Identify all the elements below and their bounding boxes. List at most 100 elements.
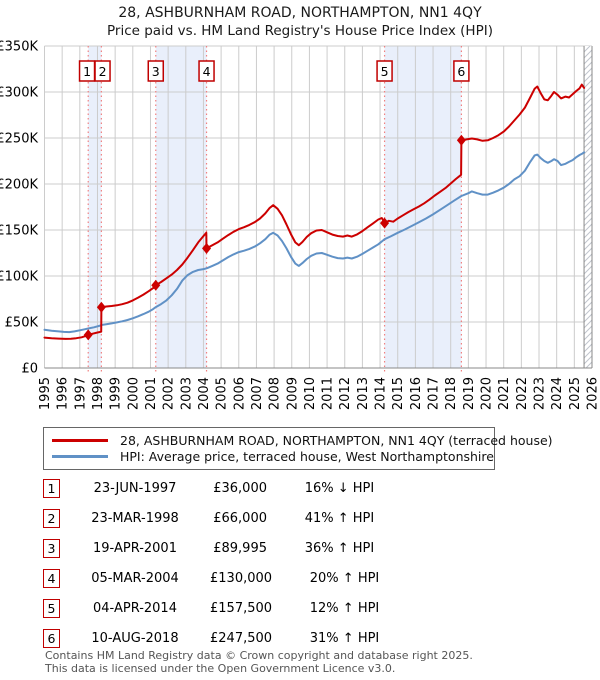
x-tick-label: 2018 [444, 377, 459, 410]
transaction-date: 05-MAR-2004 [91, 570, 179, 586]
x-tick-label: 2016 [409, 377, 424, 410]
x-tick-label: 2004 [197, 377, 212, 410]
x-tick-label: 2003 [179, 377, 194, 410]
x-tick-label: 2015 [391, 377, 406, 410]
footer: Contains HM Land Registry data © Crown c… [45, 649, 473, 676]
x-tick-label: 2000 [126, 377, 141, 410]
transaction-number-badge: 1 [43, 478, 60, 498]
sale-marker [202, 242, 212, 254]
svg-text:1: 1 [83, 64, 91, 79]
x-tick-label: 2025 [568, 377, 583, 410]
x-tick-label: 1996 [56, 377, 71, 410]
transaction-row: 5 04-APR-2014 £157,500 12% ↑ HPI [43, 593, 483, 623]
transaction-date: 19-APR-2001 [93, 540, 177, 556]
legend-label: HPI: Average price, terraced house, West… [120, 448, 494, 464]
x-tick-label: 2009 [285, 377, 300, 410]
ownership-band [88, 46, 102, 368]
transaction-hpi-delta: 16% ↓ HPI [304, 480, 375, 496]
legend-label: 28, ASHBURNHAM ROAD, NORTHAMPTON, NN1 4Q… [120, 432, 553, 448]
x-tick-label: 2026 [586, 377, 600, 410]
y-tick-label: £0 [21, 362, 38, 377]
x-tick-label: 1995 [38, 377, 53, 410]
sale-marker [151, 279, 161, 291]
x-tick-label: 2005 [215, 377, 230, 410]
marker-label-box: 4 [198, 60, 215, 82]
transaction-date: 23-MAR-1998 [91, 510, 179, 526]
transactions-table: 1 23-JUN-1997 £36,000 16% ↓ HPI 2 23-MAR-1998… [43, 473, 483, 653]
svg-text:4: 4 [203, 64, 211, 79]
x-tick-label: 2008 [268, 377, 283, 410]
x-tick-label: 2019 [462, 377, 477, 410]
y-tick-label: £100K [0, 270, 38, 285]
legend-item: HPI: Average price, terraced house, West… [52, 448, 494, 464]
sale-marker [380, 217, 390, 229]
x-tick-label: 2024 [550, 377, 565, 410]
y-tick-label: £350K [0, 40, 38, 55]
x-tick-label: 2023 [533, 377, 548, 410]
price-history-chart: 1 2 3 4 5 6 £0 £50K £100K £150K £200K £250K £300K £35… [0, 40, 600, 411]
x-tick-label: 2020 [480, 377, 495, 410]
sale-marker [96, 301, 106, 313]
y-tick-label: £150K [0, 224, 38, 239]
chart-legend: 28, ASHBURNHAM ROAD, NORTHAMPTON, NN1 4Q… [43, 427, 553, 470]
x-tick-label: 1999 [109, 377, 124, 410]
transaction-row: 6 10-AUG-2018 £247,500 31% ↑ HPI [43, 623, 483, 653]
x-tick-label: 2007 [250, 377, 265, 410]
svg-text:3: 3 [152, 64, 160, 79]
y-tick-label: £300K [0, 86, 38, 101]
hpi-line [43, 151, 586, 334]
transaction-price: £36,000 [213, 480, 267, 496]
marker-label-box: 5 [376, 60, 393, 82]
transaction-price: £89,995 [213, 540, 267, 556]
transaction-hpi-delta: 20% ↑ HPI [309, 570, 380, 586]
transaction-row: 3 19-APR-2001 £89,995 36% ↑ HPI [43, 533, 483, 563]
x-tick-label: 2017 [427, 377, 442, 410]
x-tick-label: 2006 [232, 377, 247, 410]
transaction-number-badge: 5 [43, 598, 60, 618]
ownership-band [155, 46, 207, 368]
sale-marker [83, 329, 93, 341]
svg-text:5: 5 [381, 64, 389, 79]
legend-line-swatch [52, 438, 108, 442]
x-tick-label: 2022 [515, 377, 530, 410]
marker-label-box: 6 [453, 60, 470, 82]
x-tick-label: 2001 [144, 377, 159, 410]
marker-label-box: 1 [78, 60, 96, 82]
ownership-band [384, 46, 462, 368]
x-tick-label: 2012 [338, 377, 353, 410]
page-title: 28, ASHBURNHAM ROAD, NORTHAMPTON, NN1 4Q… [118, 5, 482, 21]
transaction-hpi-delta: 36% ↑ HPI [304, 540, 375, 556]
y-tick-label: £50K [5, 316, 39, 331]
transaction-date: 10-AUG-2018 [91, 630, 179, 646]
y-tick-label: £250K [0, 132, 38, 147]
x-tick-label: 2002 [162, 377, 177, 410]
x-tick-label: 1998 [91, 377, 106, 410]
transaction-number-badge: 6 [43, 628, 60, 648]
transaction-row: 1 23-JUN-1997 £36,000 16% ↓ HPI [43, 473, 483, 503]
legend-item: 28, ASHBURNHAM ROAD, NORTHAMPTON, NN1 4Q… [52, 432, 553, 448]
sale-marker [456, 134, 466, 146]
transaction-date: 04-APR-2014 [93, 600, 177, 616]
transaction-hpi-delta: 41% ↑ HPI [304, 510, 375, 526]
x-tick-label: 2011 [321, 377, 336, 410]
transaction-price: £247,500 [210, 630, 273, 646]
x-tick-label: 2014 [374, 377, 389, 410]
transaction-row: 4 05-MAR-2004 £130,000 20% ↑ HPI [43, 563, 483, 593]
marker-label-box: 3 [147, 60, 165, 82]
x-tick-label: 1997 [73, 377, 88, 410]
footer-line1: Contains HM Land Registry data © Crown c… [45, 649, 473, 662]
property-price-line [43, 83, 586, 340]
x-tick-label: 2010 [303, 377, 318, 410]
transaction-row: 2 23-MAR-1998 £66,000 41% ↑ HPI [43, 503, 483, 533]
transaction-number-badge: 2 [43, 508, 60, 528]
transaction-price: £66,000 [213, 510, 267, 526]
svg-text:2: 2 [99, 64, 107, 79]
x-tick-label: 2013 [356, 377, 371, 410]
page-subtitle: Price paid vs. HM Land Registry's House … [107, 23, 493, 39]
transaction-price: £130,000 [210, 570, 273, 586]
footer-line2: This data is licensed under the Open Gov… [45, 661, 396, 675]
transaction-hpi-delta: 31% ↑ HPI [309, 630, 380, 646]
y-tick-label: £200K [0, 178, 38, 193]
marker-label-box: 2 [94, 60, 111, 82]
